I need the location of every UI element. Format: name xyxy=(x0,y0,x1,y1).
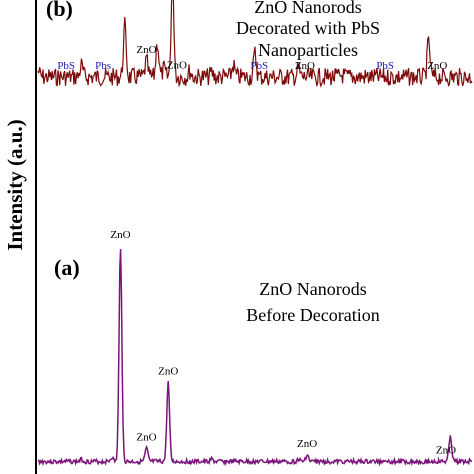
panel-a: (a) ZnO Nanorods Before Decoration ZnOZn… xyxy=(37,229,472,467)
peak-label-b-5: ZnO xyxy=(295,60,315,72)
peak-annotations-b: PbS Pbs ZnO ZnO PbS ZnO PbS ZnO xyxy=(57,44,447,72)
y-axis-label: Intensity (a.u.) xyxy=(3,119,27,250)
panel-a-caption-line-2: Before Decoration xyxy=(246,305,379,325)
peak-label-b-6: PbS xyxy=(376,60,394,72)
panel-b-label: (b) xyxy=(46,0,73,21)
series-line-b xyxy=(37,0,473,88)
peak-label-b-0: PbS xyxy=(57,60,75,72)
peak-label-b-3: ZnO xyxy=(167,59,187,71)
peak-label-b-1: Pbs xyxy=(95,60,111,72)
peak-label-b-2: ZnO xyxy=(136,44,156,56)
panel-b-caption-line-1: ZnO Nanorods xyxy=(254,0,361,17)
panel-a-caption-line-1: ZnO Nanorods xyxy=(259,279,366,299)
peak-label-b-7: ZnO xyxy=(427,60,447,72)
peak-label-b-4: PbS xyxy=(250,60,268,72)
panel-b: (b) ZnO Nanorods Decorated with PbS Nano… xyxy=(37,0,473,88)
panel-b-caption-line-3: Nanoparticles xyxy=(258,40,358,60)
peak-label-a-4: ZnO xyxy=(436,444,456,456)
peak-label-a-2: ZnO xyxy=(158,365,178,377)
panel-a-label: (a) xyxy=(54,255,80,280)
panel-b-caption-line-2: Decorated with PbS xyxy=(236,18,380,38)
peak-label-a-3: ZnO xyxy=(297,438,317,450)
peak-label-a-0: ZnO xyxy=(110,229,130,241)
series-line-a xyxy=(37,249,472,467)
peak-annotations-a: ZnO ZnO ZnO ZnO ZnO xyxy=(110,229,456,456)
peak-label-a-1: ZnO xyxy=(136,431,156,443)
